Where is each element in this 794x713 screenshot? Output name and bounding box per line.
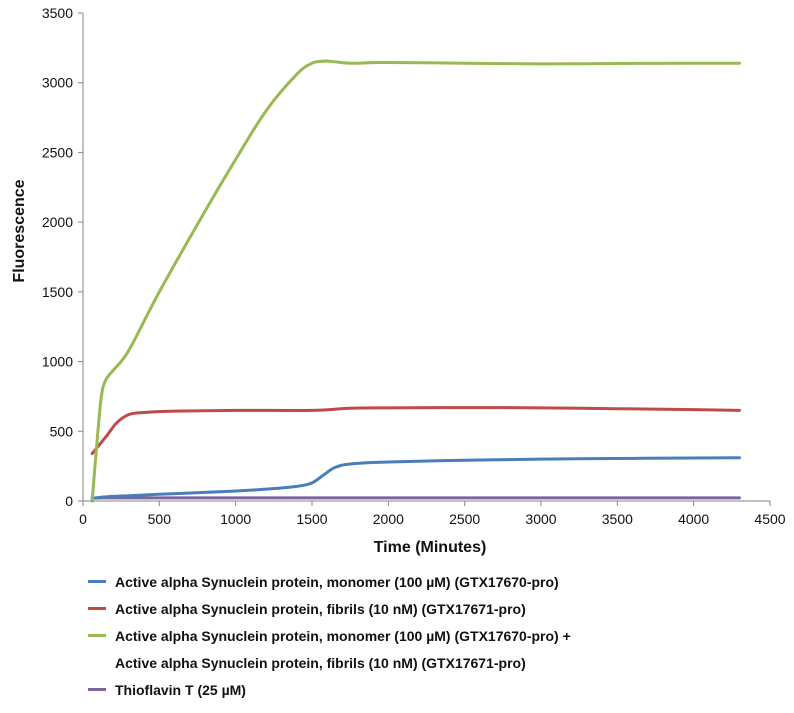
x-tick-label: 2000: [373, 511, 404, 527]
x-tick-label: 3500: [602, 511, 633, 527]
y-tick-label: 0: [65, 493, 73, 509]
legend-item-fibrils: Active alpha Synuclein protein, fibrils …: [88, 599, 571, 619]
x-tick-label: 500: [148, 511, 172, 527]
x-axis-title: Time (Minutes): [374, 539, 487, 556]
x-tick-label: 3000: [525, 511, 556, 527]
x-tick-label: 1500: [296, 511, 327, 527]
legend-swatch-monomer: [88, 580, 106, 583]
x-axis-ticks: 0 500 1000 1500 2000 2500 3000 3500 4000 4500: [79, 501, 786, 527]
y-tick-label: 1000: [42, 354, 73, 370]
y-tick-label: 1500: [42, 284, 73, 300]
x-tick-label: 1000: [220, 511, 251, 527]
legend-item-monomer-plus-fibrils: Active alpha Synuclein protein, monomer …: [88, 626, 571, 673]
chart-legend: Active alpha Synuclein protein, monomer …: [88, 572, 571, 707]
y-tick-label: 2000: [42, 214, 73, 230]
y-tick-label: 3000: [42, 75, 73, 91]
x-tick-label: 2500: [449, 511, 480, 527]
y-tick-label: 3500: [42, 5, 73, 21]
legend-label-thioflavin: Thioflavin T (25 µM): [115, 682, 246, 698]
legend-swatch-thioflavin: [88, 688, 106, 691]
x-tick-label: 4000: [678, 511, 709, 527]
y-axis-title: Fluorescence: [11, 179, 28, 282]
line-chart: 0 500 1000 1500 2000 2500 3000 3500 0 500 1000 150…: [11, 5, 786, 556]
legend-label-fibrils: Active alpha Synuclein protein, fibrils …: [115, 601, 526, 617]
series-line-2: [90, 59, 741, 503]
legend-label-monomer: Active alpha Synuclein protein, monomer …: [115, 574, 559, 590]
legend-label-monomer-plus-fibrils-line2: Active alpha Synuclein protein, fibrils …: [115, 655, 526, 671]
legend-item-thioflavin: Thioflavin T (25 µM): [88, 680, 571, 700]
series-lines: [90, 59, 741, 503]
legend-swatch-monomer-plus-fibrils: [88, 634, 106, 637]
series-line-0: [90, 456, 741, 500]
y-axis-ticks: 0 500 1000 1500 2000 2500 3000 3500: [42, 5, 83, 509]
x-tick-label: 0: [79, 511, 87, 527]
y-tick-label: 2500: [42, 144, 73, 160]
legend-item-monomer: Active alpha Synuclein protein, monomer …: [88, 572, 571, 592]
series-line-1: [90, 406, 741, 456]
x-tick-label: 4500: [754, 511, 785, 527]
legend-swatch-fibrils: [88, 607, 106, 610]
legend-label-monomer-plus-fibrils-line1: Active alpha Synuclein protein, monomer …: [115, 628, 571, 644]
y-tick-label: 500: [50, 423, 74, 439]
